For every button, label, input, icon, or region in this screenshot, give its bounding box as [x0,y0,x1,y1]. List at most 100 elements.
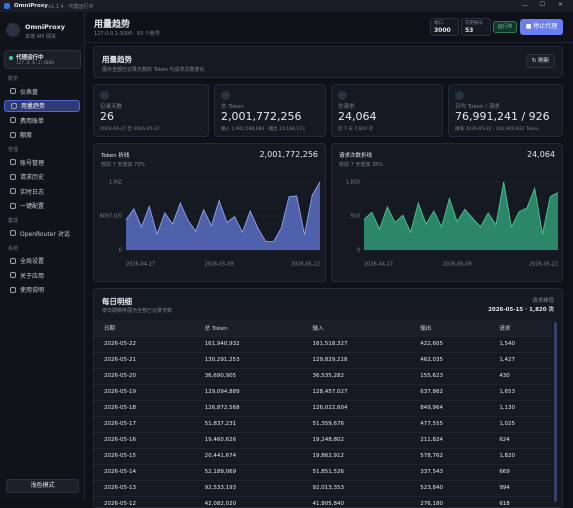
area [126,182,320,250]
nav-item[interactable]: 全局设置 [4,255,80,267]
app-icon [4,3,10,9]
nav-group-label: 概览 [8,76,19,82]
stat-sub: 输入 1,991,588,083 · 输出 10,184,173 [221,127,305,132]
table-cell: 849,964 [410,400,490,417]
table-cell: 92,013,353 [302,480,411,497]
table-cell: 19,248,802 [302,432,411,449]
table-cell: 994 [489,480,552,497]
table-cell: 462,035 [410,352,490,369]
peak-value: 2026-05-15 · 1,820 次 [488,307,554,313]
nav-item[interactable]: 费用账单 [4,114,80,126]
brand-logo [6,23,20,37]
column-header: 输入 [302,320,411,337]
table-cell: 1,540 [489,336,552,353]
nav-group-label: 系统 [8,245,19,252]
column-header: 请求 [489,320,552,337]
stat-value: 2,001,772,256 [221,110,302,123]
y-tick-label: 1,820 [346,180,360,186]
nav-item[interactable]: 仪表盘 [4,85,80,97]
scrollbar[interactable] [554,322,557,502]
page-subtitle: 127.0.0.1:3000 · 83 个账号 [94,31,160,37]
nav-label: 使用说明 [20,287,45,294]
nav-icon [10,173,16,180]
table-row: 2026-05-12 42,082,020 41,805,840 276,180 618 [94,496,552,507]
table-cell: 19,862,912 [302,448,411,465]
column-header: 输出 [410,320,490,337]
table-cell: 477,555 [410,416,490,433]
nav-label: 一键配置 [20,203,45,210]
stop-label: 停止代理 [533,23,558,30]
table-cell: 1,427 [489,352,552,369]
table-cell: 211,824 [410,432,490,449]
nav-icon [10,286,16,293]
nav-item[interactable]: 额度 [4,129,80,141]
header: 用量趋势 127.0.0.1:3000 · 83 个账号 端口 3000 可用账… [85,12,573,43]
chart-card: Token 折线 较前 7 天增加 73% 2,001,772,256 1.6亿 809… [93,143,326,282]
x-tick-label: 2026-05-09 [443,262,472,268]
stat-label: 总 Token [221,104,244,110]
nav-label: 关于应用 [20,272,45,280]
nav-group-label: 集成 [8,218,19,224]
sidebar: OmniProxy 本地 API 网关 代理运行中 127.0.0.1:3000… [0,12,85,500]
table-row: 2026-05-13 92,533,193 92,013,353 523,840 994 [94,480,552,497]
table-cell: 2026-05-12 [94,496,195,507]
table-cell: 637,862 [410,384,490,401]
stat-sub: 近 7 天 7,829 次 [338,127,373,132]
nav-label: 实时日志 [20,188,45,196]
chart-card: 请求次数折线 较前 7 天增加 35% 24,064 1,820 910 0 2026-04… [331,143,563,282]
x-tick-label: 2026-04-27 [364,262,393,268]
nav-icon [10,257,16,264]
running-label: 运行中 [497,24,513,30]
nav-item[interactable]: 账号管理 [4,156,80,168]
stop-button[interactable]: ■ 停止代理 [520,19,563,35]
nav-item[interactable]: OpenRouter 对话 [4,227,80,239]
y-tick-label: 1.6亿 [109,179,122,186]
table-row: 2026-05-17 51,837,231 51,359,676 477,555 1,0… [94,416,552,433]
y-tick-label: 0 [119,248,122,254]
y-tick-label: 8097.0万 [100,214,123,220]
x-tick-label: 2026-05-22 [291,262,320,268]
minimize[interactable]: — [522,2,528,9]
status-box: 代理运行中 127.0.0.1:3000 [4,50,81,69]
chart-title: Token 折线 [101,153,130,159]
nav-icon [10,230,16,236]
nav-item[interactable]: 用量趋势 [4,99,80,112]
table-cell: 41,805,840 [302,496,411,507]
table-cell: 578,762 [410,448,490,465]
x-tick-label: 2026-04-27 [126,262,155,268]
nav-label: 账号管理 [20,159,45,167]
nav-item[interactable]: 实时日志 [4,185,80,197]
stat-icon [221,91,230,100]
column-header: 日期 [94,320,195,337]
table-cell: 2026-05-19 [94,384,195,401]
theme-toggle[interactable]: 浅色模式 [6,479,79,493]
table-cell: 126,022,604 [302,400,411,417]
stat-sub: 2026-04-27 至 2026-05-22 [100,127,160,132]
table-cell: 1,025 [489,416,552,433]
refresh-button[interactable]: ↻ 刷新 [526,54,555,68]
nav-item[interactable]: 使用说明 [4,284,80,296]
maximize[interactable]: ☐ [540,1,546,8]
table-cell: 51,837,231 [194,416,303,433]
line [125,181,321,243]
table-cell: 337,543 [410,464,490,481]
nav-item[interactable]: 请求历史 [4,171,80,183]
table-cell: 2026-05-17 [94,416,195,433]
chart-title: 请求次数折线 [339,153,373,159]
table-cell: 1,820 [489,448,552,465]
nav-item[interactable]: 关于应用 [4,269,80,281]
nav-label: 请求历史 [20,174,45,181]
table-row: 2026-05-14 52,189,069 51,851,526 337,543 669 [94,464,552,481]
chart-subtitle: 较前 7 天增加 35% [339,162,384,168]
accounts-label: 可用账号 [465,21,483,26]
panel-title: 用量趋势 [102,55,132,64]
table-header-row: 日期总 Token 输入 输出 请求 [94,320,552,337]
nav-icon [11,102,17,109]
table-row: 2026-05-19 129,094,889 128,457,027 637,862 1… [94,384,552,401]
peak-label: 请求峰值 [531,298,554,304]
theme-toggle-label: 浅色模式 [30,482,55,489]
nav-item[interactable]: 一键配置 [4,200,80,212]
stat-icon [455,91,464,100]
close[interactable]: ✕ [558,1,564,8]
